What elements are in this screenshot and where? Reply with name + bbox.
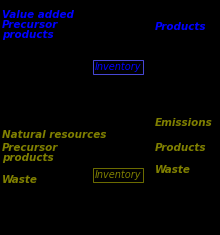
Text: Emissions: Emissions xyxy=(155,118,213,128)
Text: Waste: Waste xyxy=(155,165,191,175)
Text: Products: Products xyxy=(155,143,207,153)
Text: Inventory: Inventory xyxy=(95,62,141,72)
Text: Precursor: Precursor xyxy=(2,20,58,30)
Text: Precursor: Precursor xyxy=(2,143,58,153)
Text: Waste: Waste xyxy=(2,175,38,185)
Text: Natural resources: Natural resources xyxy=(2,130,106,140)
Text: products: products xyxy=(2,153,54,163)
Text: products: products xyxy=(2,30,54,40)
Text: Products: Products xyxy=(155,22,207,32)
Text: Value added: Value added xyxy=(2,10,74,20)
Text: Inventory: Inventory xyxy=(95,170,141,180)
